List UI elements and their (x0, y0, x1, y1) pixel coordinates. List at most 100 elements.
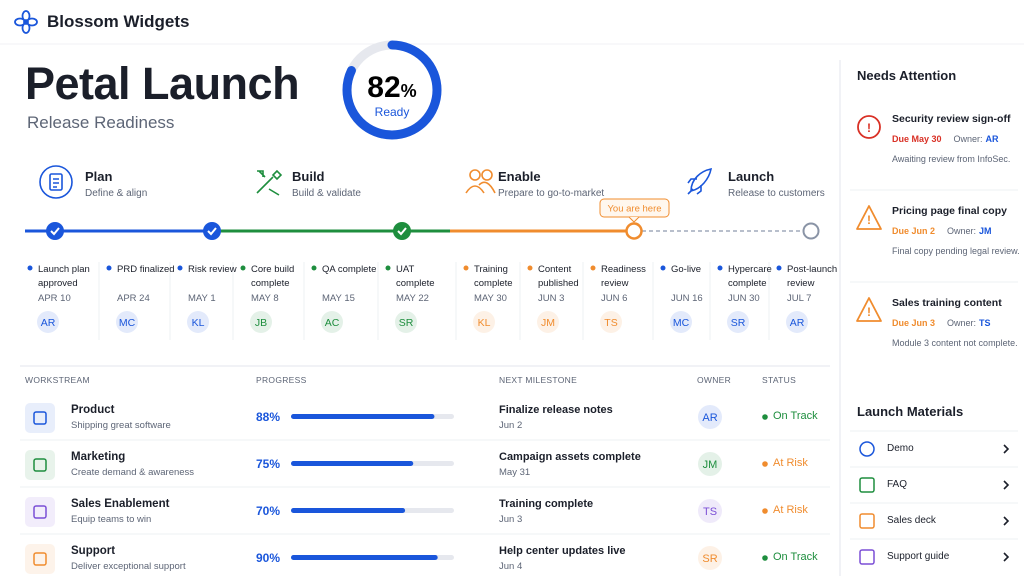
owner-initials: KL (192, 317, 205, 329)
milestone-dot (177, 265, 183, 271)
page-title: Petal Launch (25, 58, 300, 109)
attention-due: Due May 30 (892, 134, 942, 144)
owner-avatar (698, 546, 722, 570)
progress-bar (291, 555, 438, 560)
milestone-due: Jun 4 (499, 561, 523, 572)
milestone-label: Launch plan approved (38, 264, 90, 289)
owner-avatar (321, 311, 343, 333)
milestone-dot (776, 265, 782, 271)
ring-unit: % (401, 81, 417, 101)
alert-icon (857, 115, 881, 139)
owner-initials: SR (702, 553, 717, 565)
owner-initials: MC (119, 317, 136, 329)
workstream-name: Support (71, 545, 116, 557)
alert-glyph: ! (867, 121, 871, 135)
milestone-due: Jun 2 (499, 420, 523, 431)
workstream-name: Marketing (71, 451, 126, 463)
page-subtitle: Release Readiness (27, 113, 175, 132)
workstream-description: Deliver exceptional support (71, 561, 186, 572)
brand-logo (14, 10, 38, 34)
status-dot (762, 508, 768, 514)
material-link[interactable]: FAQ (887, 479, 908, 490)
phase-subtitle: Prepare to go-to-market (498, 188, 605, 199)
milestone-date: JUN 30 (728, 293, 760, 304)
owner-avatar (600, 311, 622, 333)
owner-initials: KL (478, 317, 491, 329)
icon-glyph (33, 458, 47, 472)
ring-progress (342, 40, 442, 140)
chevron (1003, 516, 1010, 526)
status: On Track (773, 410, 818, 422)
phase-title: Build (292, 169, 325, 184)
progress-bar (291, 414, 435, 419)
owner-initials: TS (703, 506, 717, 518)
milestone-label: Hypercare complete (728, 264, 772, 289)
chevron (1003, 552, 1010, 562)
progress-label: 75% (256, 457, 281, 471)
workstream-icon (25, 450, 55, 480)
check-mark (397, 227, 407, 236)
attention-due: Due Jun 3 (892, 318, 936, 328)
status: On Track (773, 551, 818, 563)
chevron (1003, 444, 1010, 454)
status-dot (762, 461, 768, 467)
owner-avatar (698, 499, 722, 523)
owner-avatar (37, 311, 59, 333)
chevron (1003, 480, 1010, 490)
next-milestone: Campaign assets complete (499, 451, 641, 463)
owner-initials: AR (702, 412, 717, 424)
attention-due: Due Jun 2 (892, 226, 936, 236)
material-icon (859, 441, 875, 457)
attention-meta: Due Jun 2 Owner: JM (892, 226, 992, 236)
attention-item[interactable]: Sales training content (892, 297, 1002, 309)
alert-icon (856, 205, 882, 230)
owner-initials: JM (703, 459, 718, 471)
icon-part (465, 181, 496, 194)
attention-note: Final copy pending legal review. (892, 246, 1020, 256)
attention-item[interactable]: Security review sign-off (892, 113, 1011, 125)
attention-title: Needs Attention (857, 68, 957, 83)
next-milestone: Finalize release notes (499, 404, 613, 416)
workstream-description: Shipping great software (71, 420, 171, 431)
workstream-icon (25, 544, 55, 574)
workstream-name: Product (71, 404, 115, 416)
attention-item[interactable]: Pricing page final copy (892, 205, 1007, 217)
milestone-label: Risk review (188, 264, 237, 275)
phase-icon (39, 165, 73, 199)
owner-avatar (698, 405, 722, 429)
ring-number: 82 (367, 71, 400, 104)
milestone-dot (463, 265, 469, 271)
icon-part (49, 173, 63, 191)
timeline-end (802, 222, 820, 240)
timeline-check (46, 222, 64, 240)
materials-title: Launch Materials (857, 404, 964, 419)
material-link[interactable]: Demo (887, 443, 914, 454)
timeline-current (625, 222, 643, 240)
timeline-check (203, 222, 221, 240)
material-link[interactable]: Support guide (887, 551, 950, 562)
milestone-dot (660, 265, 666, 271)
ring-value: 82% (367, 71, 416, 104)
attention-owner: TS (979, 318, 991, 328)
icon-part (469, 169, 481, 181)
milestone-dot (27, 265, 33, 271)
milestone-date: APR 24 (117, 293, 150, 304)
phase-subtitle: Release to customers (728, 188, 825, 199)
alert-glyph: ! (867, 305, 871, 319)
timeline-check (393, 222, 411, 240)
table-header: NEXT MILESTONE (499, 375, 578, 385)
material-link[interactable]: Sales deck (887, 515, 936, 526)
icon-part (256, 169, 283, 196)
milestone-label: Post-launch review (787, 264, 838, 289)
milestone-date: JUL 7 (787, 293, 812, 304)
owner-initials: JM (541, 317, 555, 329)
owner-avatar (116, 311, 138, 333)
progress-label: 88% (256, 410, 281, 424)
workstream-description: Equip teams to win (71, 514, 152, 525)
brand-name[interactable]: Blossom Widgets (47, 12, 190, 31)
progress-label: 90% (256, 551, 281, 565)
milestone-dot (311, 265, 317, 271)
milestone-date: MAY 22 (396, 293, 429, 304)
owner-avatar (727, 311, 749, 333)
owner-avatar (786, 311, 808, 333)
